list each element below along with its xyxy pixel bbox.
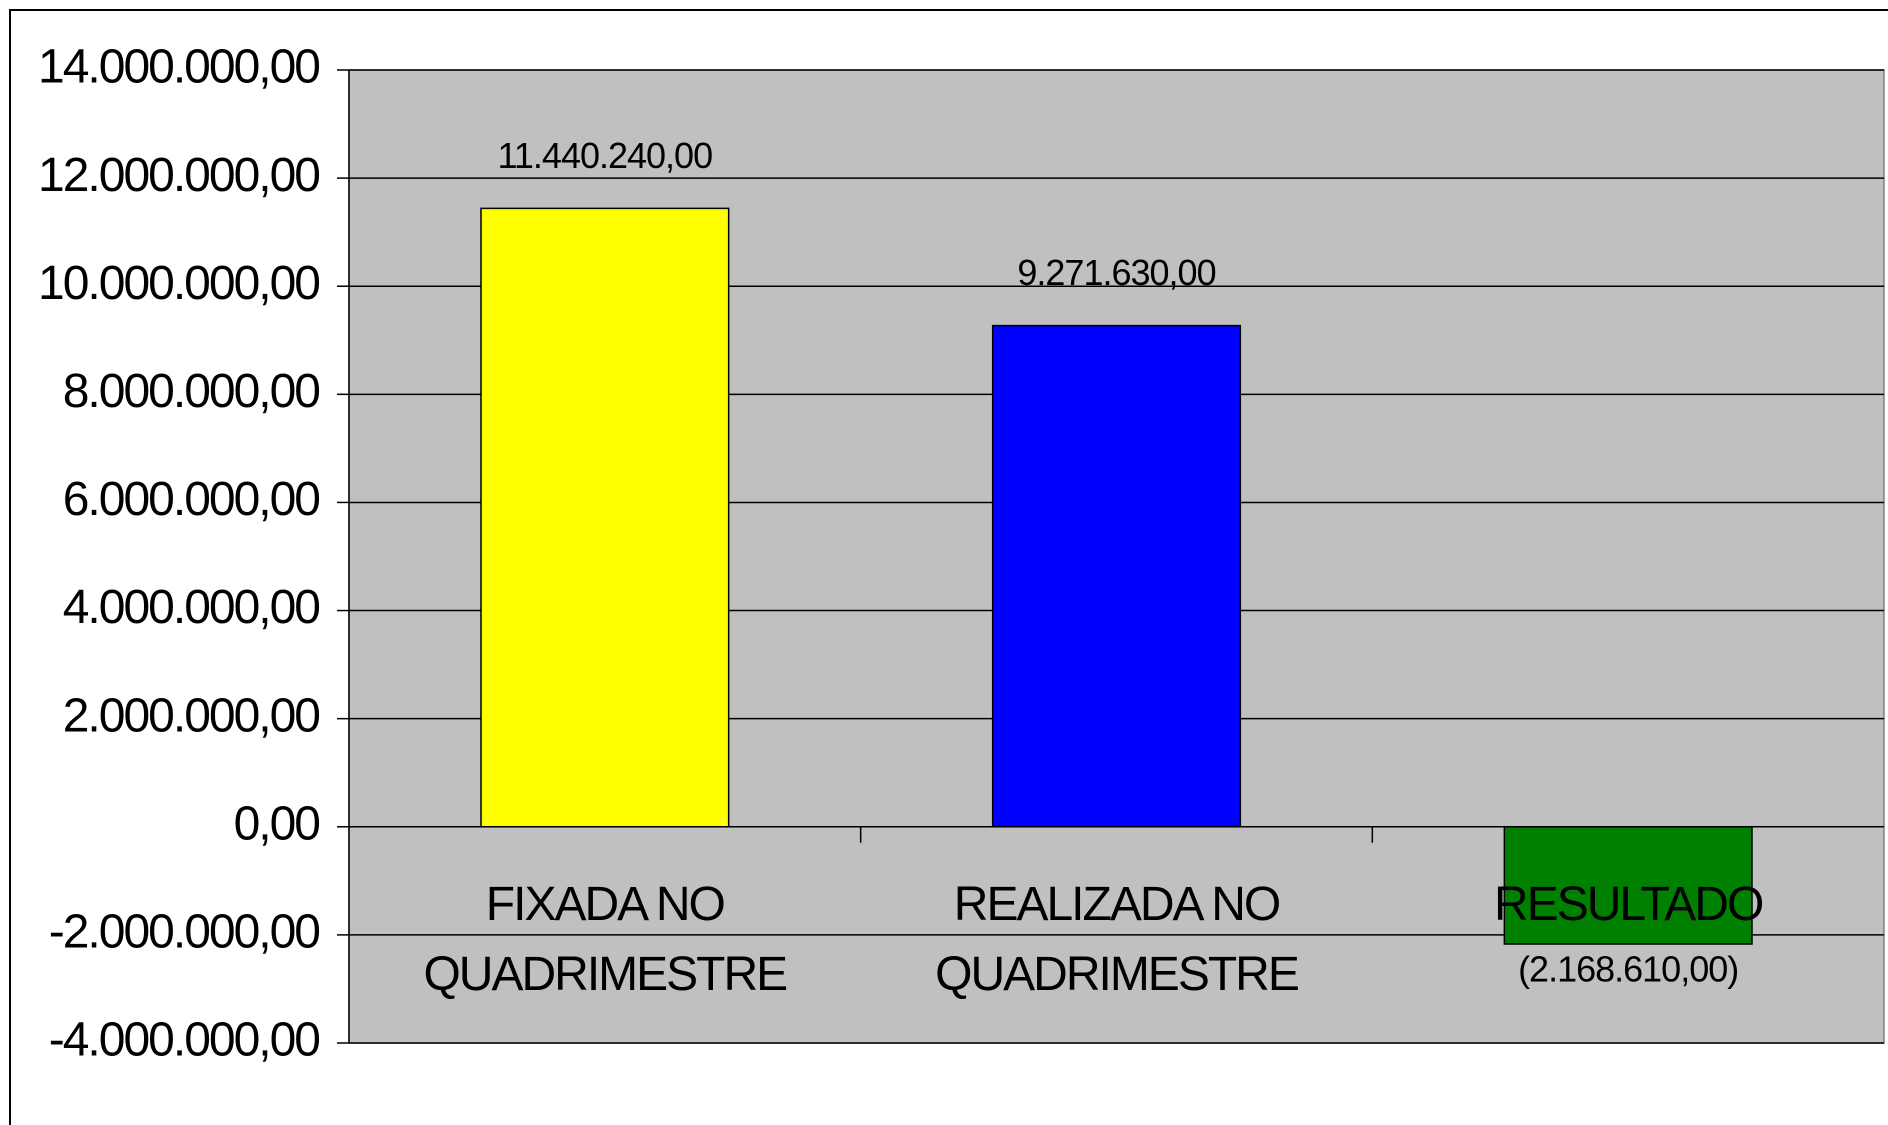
y-tick-label: 10.000.000,00 xyxy=(38,257,319,310)
value-label: 11.440.240,00 xyxy=(498,135,713,176)
y-tick-label: -2.000.000,00 xyxy=(49,906,320,959)
x-tick-label: RESULTADO xyxy=(1494,877,1763,930)
y-tick-label: 4.000.000,00 xyxy=(63,581,320,634)
y-tick-label: 0,00 xyxy=(234,797,320,850)
bar xyxy=(1503,826,1753,945)
y-tick-label: 8.000.000,00 xyxy=(63,365,320,418)
x-tick-label: FIXADA NO QUADRIMESTRE xyxy=(423,877,786,1000)
y-tick-label: 12.000.000,00 xyxy=(38,149,319,202)
y-tick-label: 2.000.000,00 xyxy=(63,689,320,742)
value-label: (2.168.610,00) xyxy=(1518,948,1738,989)
x-tick-label: REALIZADA NO QUADRIMESTRE xyxy=(935,877,1298,1000)
chart-frame xyxy=(9,9,1888,1125)
value-label: 9.271.630,00 xyxy=(1017,252,1215,293)
x-tick-label-line: FIXADA NO xyxy=(486,877,725,930)
bar xyxy=(991,324,1242,828)
y-tick-label: 6.000.000,00 xyxy=(63,473,320,526)
x-tick-label-line: RESULTADO xyxy=(1494,877,1763,930)
x-tick-label-line: REALIZADA NO xyxy=(954,877,1280,930)
x-tick-label-line: QUADRIMESTRE xyxy=(423,947,786,1000)
y-tick-label: -4.000.000,00 xyxy=(49,1014,320,1067)
y-tick-label: 14.000.000,00 xyxy=(38,41,319,94)
bar xyxy=(480,207,730,828)
x-tick-label-line: QUADRIMESTRE xyxy=(935,947,1298,1000)
